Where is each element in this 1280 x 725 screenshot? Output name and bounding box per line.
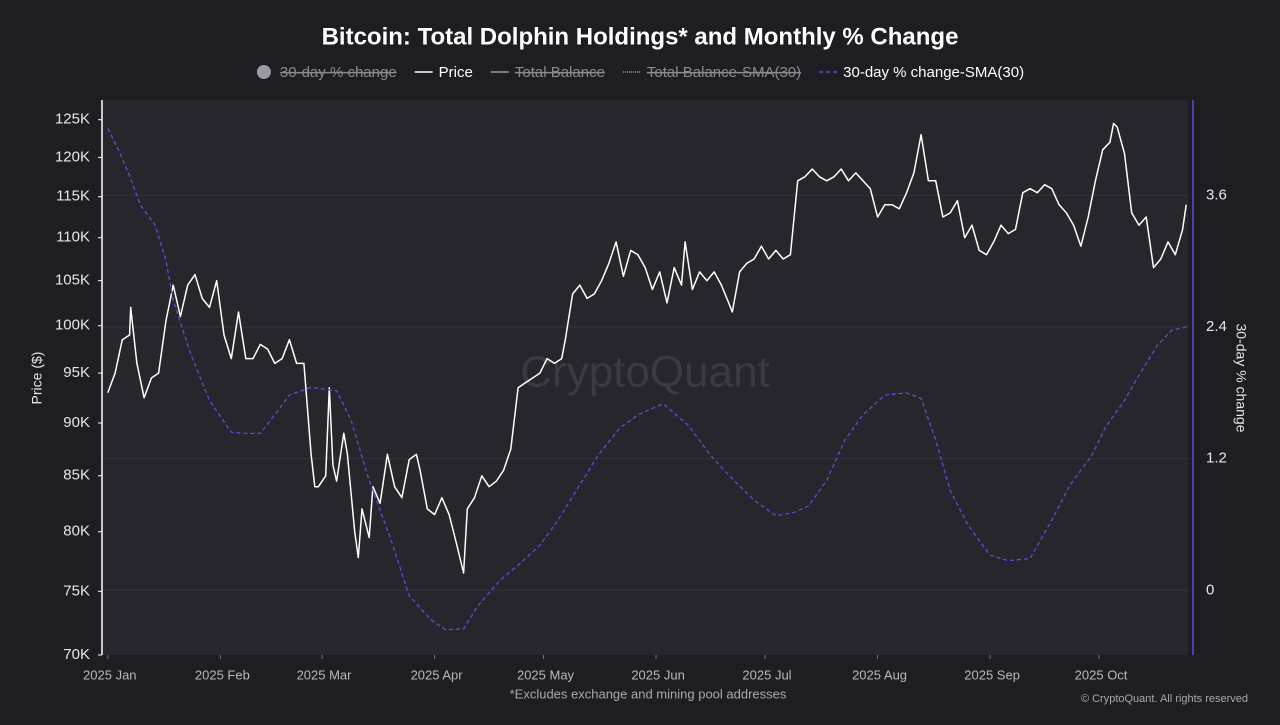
x-tick-label: 2025 May — [517, 667, 575, 682]
y-tick-label: 120K — [55, 148, 90, 165]
chart-title: Bitcoin: Total Dolphin Holdings* and Mon… — [322, 23, 959, 50]
y-tick-label: 105K — [55, 272, 90, 289]
y2-tick-label: 3.6 — [1206, 186, 1227, 203]
x-tick-label: 2025 Jul — [742, 667, 791, 682]
legend-item[interactable]: 30-day % change-SMA(30) — [819, 64, 1024, 81]
x-tick-label: 2025 Aug — [852, 667, 907, 682]
y2-tick-label: 0 — [1206, 581, 1214, 598]
legend-label: 30-day % change — [280, 64, 397, 81]
legend-marker — [256, 65, 271, 79]
legend-item[interactable]: 30-day % change — [256, 64, 397, 81]
x-tick-label: 2025 Apr — [411, 667, 464, 682]
y-tick-label: 115K — [56, 188, 90, 205]
legend: 30-day % change Price Total Balance Total B… — [256, 64, 1024, 81]
watermark: CryptoQuant — [520, 348, 769, 397]
legend-item[interactable]: Total Balance-SMA(30) — [622, 64, 801, 81]
y-tick-label: 95K — [63, 364, 90, 381]
x-tick-label: 2025 Feb — [195, 667, 250, 682]
y-axis-title: Price ($) — [29, 352, 45, 405]
plot-area — [102, 100, 1188, 655]
series-line — [107, 122, 1187, 574]
y-tick-label: 100K — [55, 317, 90, 334]
legend-label: Total Balance — [515, 64, 605, 81]
series-line — [107, 128, 1187, 631]
y-tick-label: 70K — [63, 646, 90, 663]
legend-item[interactable]: Total Balance — [490, 64, 605, 81]
x-tick-label: 2025 Jun — [631, 667, 685, 682]
legend-item[interactable]: Price — [414, 64, 473, 81]
y-tick-label: 75K — [63, 582, 90, 599]
y2-tick-label: 2.4 — [1206, 318, 1227, 335]
legend-label: Price — [439, 64, 473, 81]
x-tick-label: 2025 Mar — [297, 667, 353, 682]
y-tick-label: 80K — [63, 523, 90, 540]
y-tick-label: 85K — [63, 467, 90, 484]
x-tick-label: 2025 Sep — [964, 667, 1020, 682]
footnote: *Excludes exchange and mining pool addre… — [510, 686, 787, 701]
y-tick-label: 90K — [63, 414, 90, 431]
x-tick-label: 2025 Jan — [83, 667, 137, 682]
legend-label: Total Balance-SMA(30) — [647, 64, 801, 81]
y2-tick-label: 1.2 — [1206, 450, 1227, 467]
y2-axis-title: 30-day % change — [1233, 324, 1249, 433]
legend-label: 30-day % change-SMA(30) — [843, 64, 1024, 81]
x-tick-label: 2025 Oct — [1075, 667, 1128, 682]
y-tick-label: 110K — [56, 229, 90, 246]
y-tick-label: 125K — [55, 111, 90, 128]
copyright: © CryptoQuant. All rights reserved — [1081, 693, 1248, 705]
